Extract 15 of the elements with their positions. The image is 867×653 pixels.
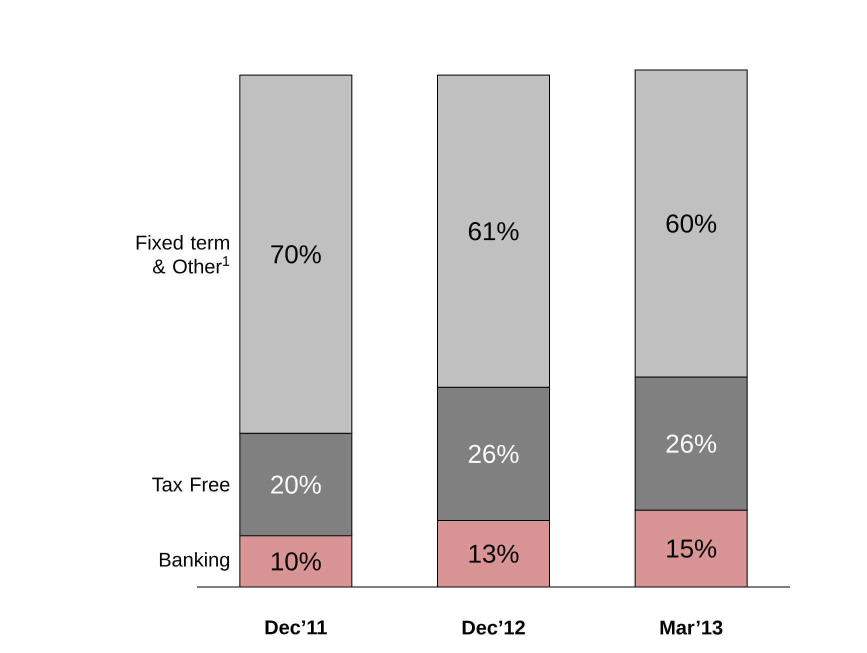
- data-label: 15%: [667, 540, 716, 558]
- data-label: 10%: [272, 552, 321, 571]
- x-tick-label: Dec’12: [462, 620, 525, 635]
- x-tick-label: Dec’11: [266, 620, 327, 634]
- series-label: Banking: [160, 552, 230, 571]
- data-label: 70%: [271, 245, 321, 264]
- data-label: 13%: [470, 544, 518, 563]
- data-label: 61%: [468, 222, 518, 240]
- data-label: 26%: [666, 434, 716, 453]
- data-label: 20%: [271, 475, 321, 494]
- series-label: Fixed term & Other$^{1}$: [136, 235, 230, 274]
- series-label: Tax Free: [152, 478, 230, 492]
- x-tick-label: Mar’13: [660, 620, 722, 635]
- data-label: 26%: [468, 444, 518, 464]
- data-label: 60%: [666, 214, 716, 233]
